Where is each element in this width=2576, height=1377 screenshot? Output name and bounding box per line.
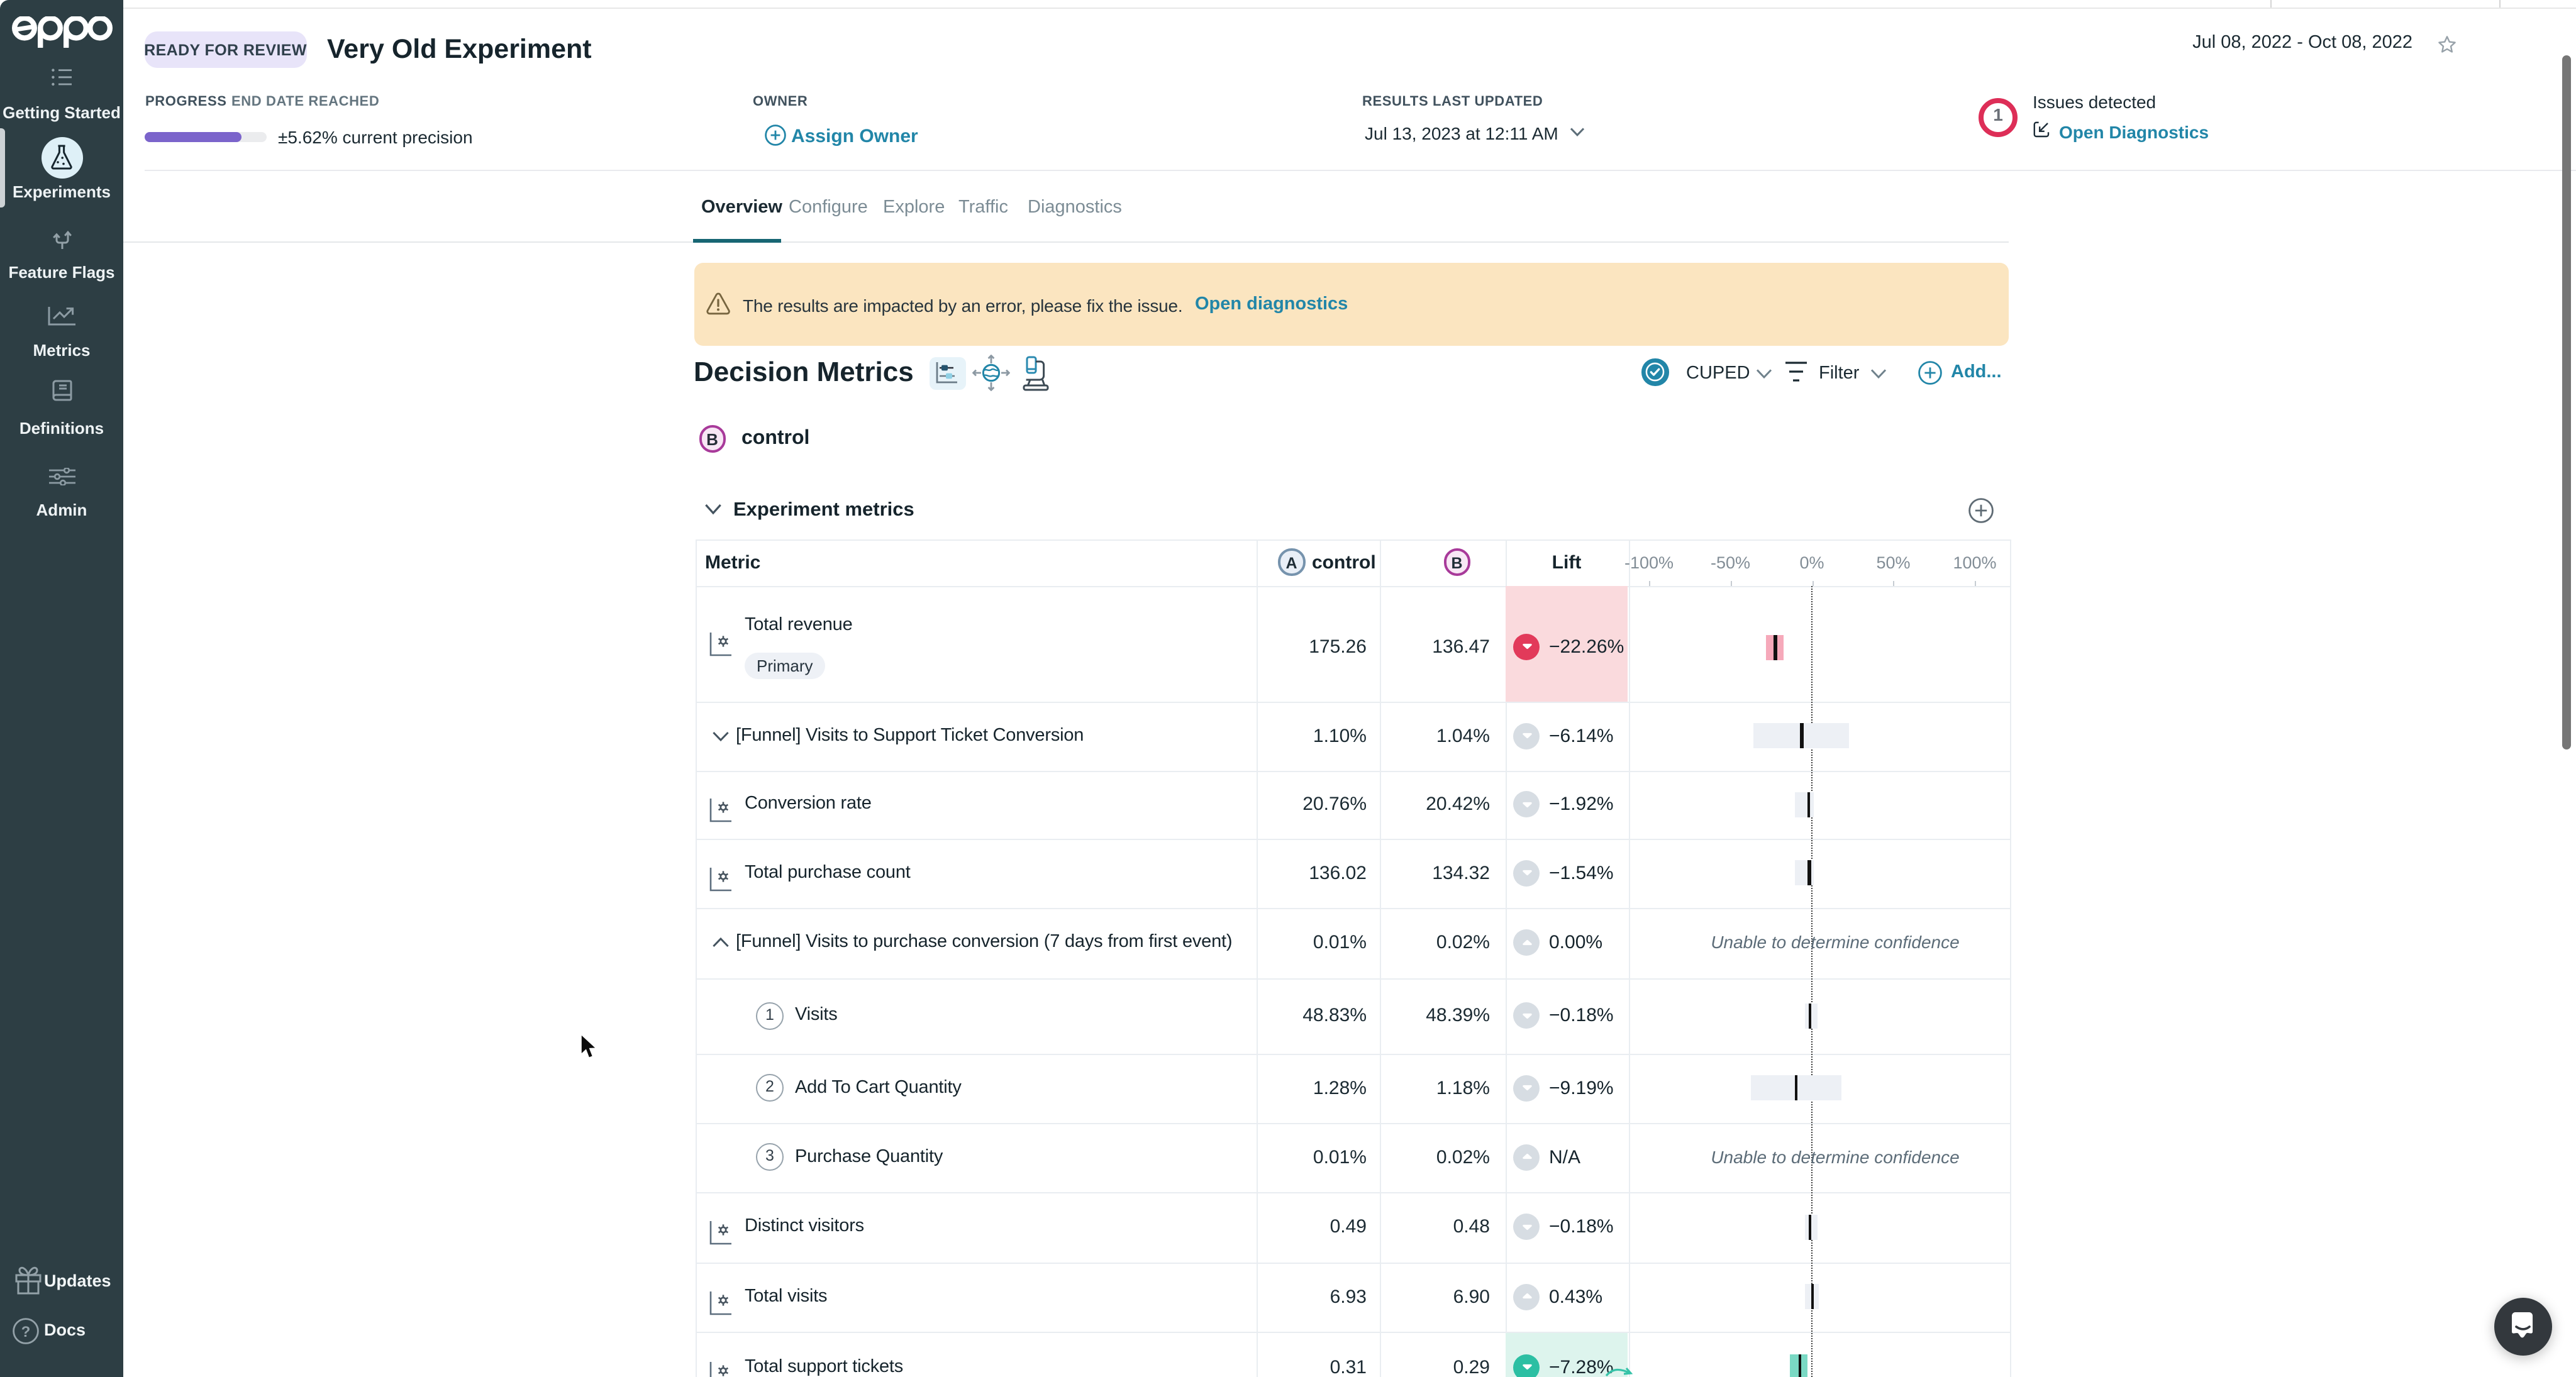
svg-text:?: ? xyxy=(21,1323,31,1340)
